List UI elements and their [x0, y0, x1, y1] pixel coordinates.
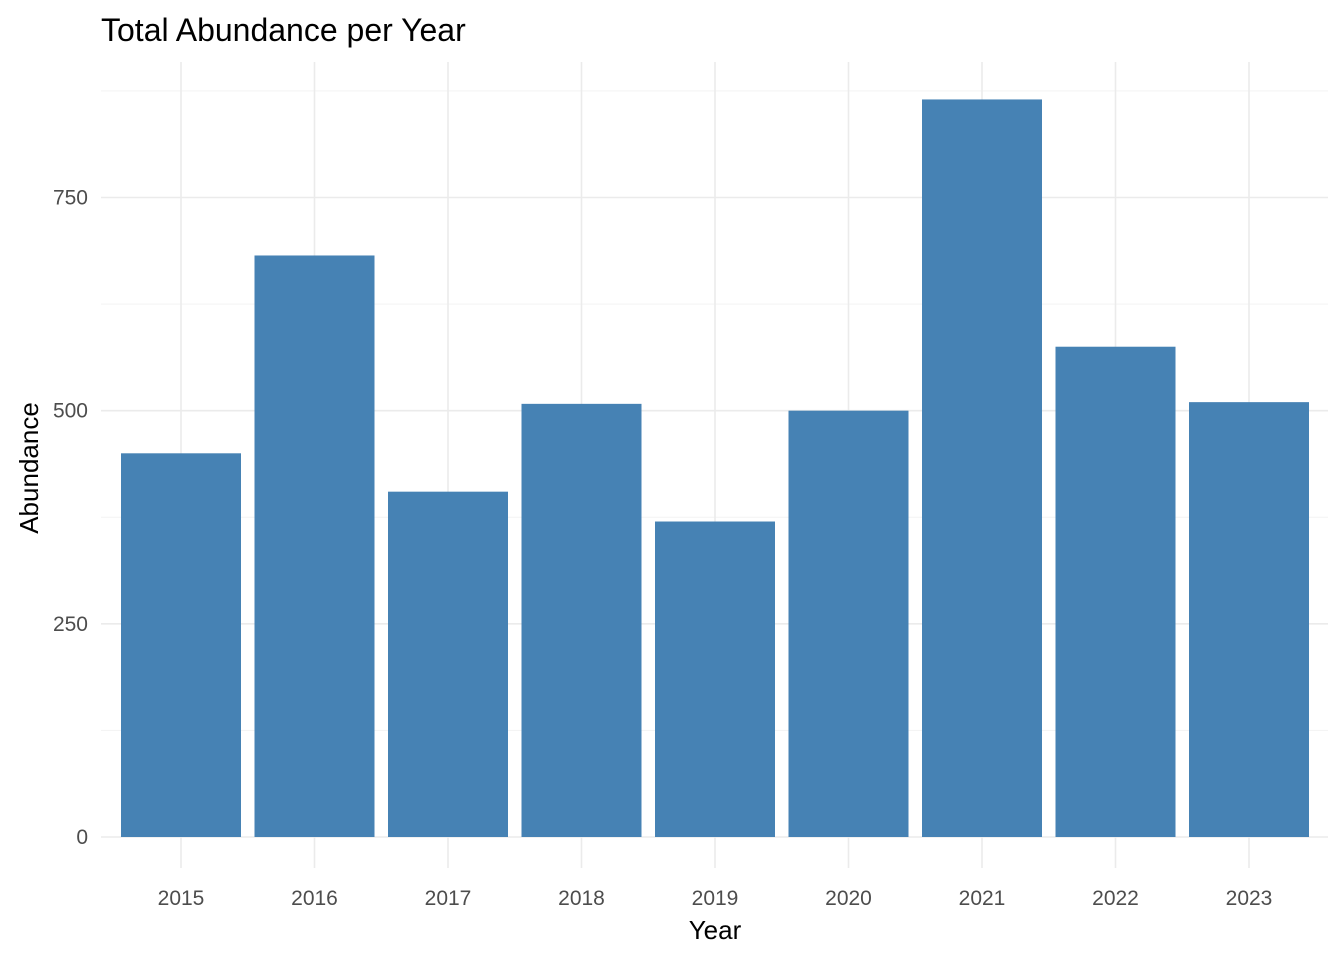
x-tick-label: 2018	[558, 887, 605, 910]
y-tick-label: 750	[53, 187, 88, 210]
x-tick-label: 2023	[1226, 887, 1273, 910]
y-tick-label: 0	[76, 826, 88, 849]
bar-2018	[521, 403, 642, 837]
x-tick-label: 2015	[158, 887, 205, 910]
x-tick-label: 2021	[959, 887, 1006, 910]
bar-2016	[254, 255, 375, 838]
bar-2021	[922, 99, 1042, 837]
bar-2020	[788, 410, 909, 837]
bars	[121, 99, 1309, 838]
y-axis-title: Abundance	[14, 402, 44, 534]
chart-title: Total Abundance per Year	[101, 12, 466, 48]
y-tick-label: 250	[53, 613, 88, 636]
x-axis-title: Year	[689, 915, 742, 945]
x-tick-label: 2017	[425, 887, 472, 910]
bar-2023	[1189, 402, 1309, 837]
bar-2017	[388, 491, 508, 837]
y-axis-ticks: 0 250 500 750	[53, 187, 88, 850]
x-axis-ticks: 2015 2016 2017 2018 2019 2020 2021 2022 2023	[158, 887, 1273, 910]
bar-2022	[1055, 346, 1176, 837]
x-tick-label: 2020	[825, 887, 872, 910]
x-tick-label: 2019	[692, 887, 739, 910]
x-tick-label: 2016	[291, 887, 338, 910]
y-tick-label: 500	[53, 400, 88, 423]
bar-2015	[121, 453, 241, 837]
x-tick-label: 2022	[1092, 887, 1139, 910]
bar-2019	[655, 521, 775, 837]
